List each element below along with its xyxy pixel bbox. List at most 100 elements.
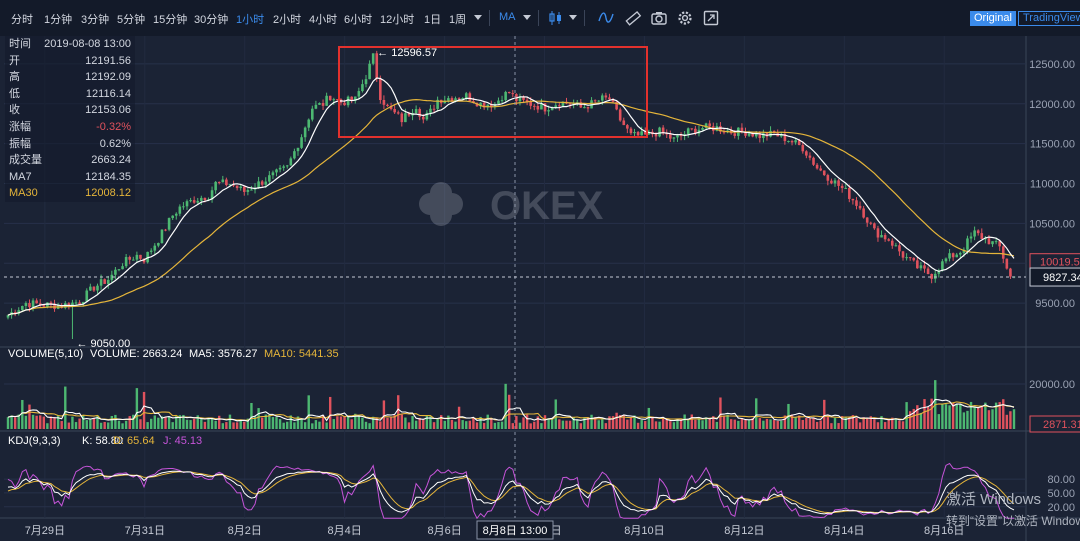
volume-bar (765, 418, 769, 429)
info-row-ma7: MA7 12184.35 (5, 169, 135, 186)
candle-body (600, 95, 604, 101)
candle-body (550, 107, 554, 111)
y-tick-label: 80.00 (1047, 474, 1075, 486)
candle-body (135, 254, 139, 260)
candle-body (554, 105, 558, 108)
volume-bar (951, 402, 955, 429)
kdj-k-value: K: 58.80 (82, 435, 123, 447)
volume-bar (891, 417, 894, 429)
view-original-button[interactable]: Original (970, 11, 1016, 26)
candle-body (189, 200, 192, 202)
candle-body (908, 257, 912, 259)
interval-12h[interactable]: 12小时 (380, 14, 415, 26)
candle-body (300, 137, 303, 148)
interval-1m[interactable]: 1分钟 (44, 14, 73, 26)
candle-dropdown-icon[interactable] (569, 15, 577, 20)
info-value: 12116.14 (85, 87, 131, 100)
candle-body (389, 105, 393, 110)
candle-body (801, 145, 805, 152)
camera-icon[interactable] (650, 9, 668, 27)
volume-bar (644, 421, 647, 429)
volume-bar (712, 416, 715, 429)
candle-body (661, 127, 665, 134)
candle-body (794, 140, 797, 143)
volume-bar (96, 415, 99, 429)
interval-6h[interactable]: 6小时 (344, 14, 373, 26)
volume-bar (218, 415, 221, 429)
volume-bar (336, 416, 339, 429)
volume-bar (898, 420, 901, 429)
candle-body (368, 63, 371, 80)
volume-bar (497, 422, 500, 429)
interval-2h[interactable]: 2小时 (273, 14, 302, 26)
volume-bar (85, 420, 88, 429)
volume-last-tag (1029, 415, 1080, 433)
indicator-curve-icon[interactable] (597, 9, 615, 27)
candle-body (210, 190, 214, 200)
volume-bar (490, 418, 493, 429)
candle-body (221, 179, 225, 183)
indicator-ma[interactable]: MA (499, 11, 516, 23)
candle-body (386, 104, 389, 106)
volume-bar (110, 415, 114, 429)
volume-bar (343, 416, 346, 429)
volume-bar (665, 418, 668, 429)
interval-tick[interactable]: 分时 (11, 14, 33, 26)
kline-chart[interactable]: 12500.00 12000.00 11500.00 11000.00 10500.00… (0, 36, 1080, 541)
interval-5m[interactable]: 5分钟 (117, 14, 146, 26)
volume-bar (640, 420, 643, 429)
volume-bar (747, 420, 751, 429)
candle-body (958, 252, 962, 255)
candle-body (421, 116, 425, 120)
candle-type-icon[interactable] (547, 9, 565, 27)
volume-bar (13, 417, 17, 429)
candle-body (905, 257, 908, 259)
volume-bar (493, 422, 497, 429)
interval-1h[interactable]: 1小时 (236, 14, 265, 26)
candle-body (110, 274, 114, 280)
interval-30m[interactable]: 30分钟 (194, 14, 229, 26)
candle-body (296, 147, 300, 152)
volume-bar (729, 419, 733, 429)
candle-body (103, 279, 106, 284)
kdj-d-value: D: 65.64 (113, 435, 155, 447)
interval-15m[interactable]: 15分钟 (153, 14, 188, 26)
ruler-icon[interactable] (624, 9, 642, 27)
toolbar-divider (538, 10, 539, 26)
volume-bar (346, 415, 350, 429)
settings-gear-icon[interactable] (676, 9, 694, 27)
interval-1d[interactable]: 1日 (424, 14, 442, 26)
candle-body (17, 310, 21, 314)
volume-bar (28, 404, 31, 429)
interval-1w[interactable]: 1周 (449, 14, 467, 26)
volume-bar (486, 414, 489, 429)
candle-body (840, 185, 844, 189)
volume-bar (53, 417, 56, 429)
interval-dropdown-icon[interactable] (474, 15, 482, 20)
volume-bar (1012, 409, 1016, 429)
info-value: 0.62% (99, 137, 131, 150)
volume-bar (282, 422, 285, 429)
toolbar-divider (489, 10, 490, 26)
view-tradingview-button[interactable]: TradingView (1018, 11, 1080, 26)
candle-body (991, 241, 994, 245)
volume-bar (955, 404, 958, 429)
chart-background (0, 36, 1080, 541)
candle-body (53, 303, 56, 309)
volume-bar (762, 420, 765, 429)
candle-body (658, 127, 661, 137)
volume-bar (812, 417, 815, 429)
indicator-dropdown-icon[interactable] (523, 15, 531, 20)
interval-4h[interactable]: 4小时 (309, 14, 338, 26)
interval-3m[interactable]: 3分钟 (81, 14, 110, 26)
candle-body (171, 215, 174, 219)
volume-bar (124, 420, 128, 429)
kdj-j-value: J: 45.13 (163, 435, 202, 447)
kdj-d-line (7, 471, 1015, 514)
candle-body (450, 98, 454, 102)
volume-bar (167, 416, 171, 429)
volume-bar (726, 414, 729, 429)
fullscreen-icon[interactable] (702, 9, 720, 27)
volume-bar (676, 419, 679, 429)
watermark-logo-dot (430, 204, 452, 226)
